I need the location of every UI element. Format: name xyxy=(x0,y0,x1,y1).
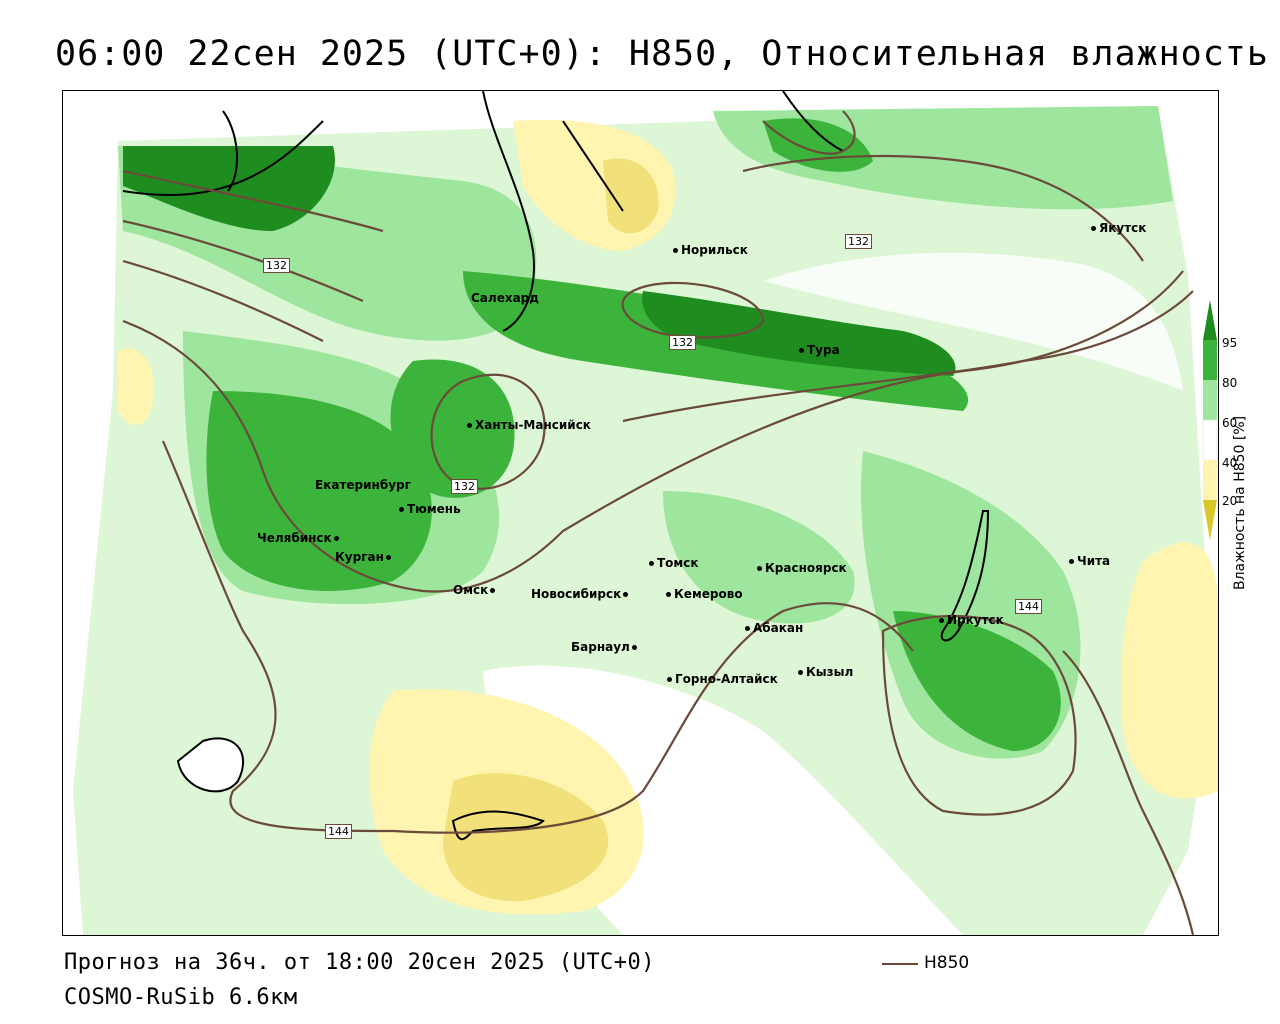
city-dot-icon xyxy=(385,555,391,560)
city-krasnoyarsk: Красноярск xyxy=(757,561,847,575)
isoline-label: 144 xyxy=(1015,599,1042,614)
isoline-legend-swatch xyxy=(882,963,918,965)
city-dot-icon xyxy=(1091,226,1096,231)
isoline-legend-label: H850 xyxy=(924,953,970,973)
city-novosibirsk: Новосибирск xyxy=(531,587,631,601)
colorbar-tick: 60 xyxy=(1222,416,1238,430)
moist-band xyxy=(206,391,432,591)
city-norilsk: Норильск xyxy=(673,243,748,257)
lake-balkhash xyxy=(451,810,545,841)
city-tomsk: Томск xyxy=(649,556,699,570)
city-khanty-mansiysk: Ханты-Мансийск xyxy=(467,418,591,432)
colorbar-tick: 40 xyxy=(1222,456,1238,470)
city-chita: Чита xyxy=(1069,554,1110,568)
isoline-label: 132 xyxy=(845,234,872,249)
city-dot-icon xyxy=(667,677,672,682)
city-yekaterinburg: Екатеринбург xyxy=(315,478,411,492)
isoline-label: 132 xyxy=(263,258,290,273)
lake-baikal xyxy=(940,510,990,642)
dry-area xyxy=(763,252,1183,391)
city-barnaul: Барнаул xyxy=(571,640,640,654)
city-dot-icon xyxy=(467,423,472,428)
moist-band xyxy=(893,611,1061,751)
isolines xyxy=(122,110,1195,935)
city-dot-icon xyxy=(631,645,637,650)
city-dot-icon xyxy=(757,566,762,571)
isoline-label: 132 xyxy=(451,479,478,494)
moist-band xyxy=(763,118,873,172)
moist-band xyxy=(642,291,956,376)
colorbar-tick: 95 xyxy=(1222,336,1238,350)
colorbar-tick: 80 xyxy=(1222,376,1238,390)
isoline-label: 132 xyxy=(669,335,696,350)
moist-band xyxy=(663,491,855,624)
yellow-zone xyxy=(118,348,154,425)
city-gorno-altaysk: Горно-Алтайск xyxy=(667,672,778,686)
colorbar-tick: 20 xyxy=(1222,494,1238,508)
city-kurgan: Курган xyxy=(335,550,394,564)
yellow-zone xyxy=(1121,542,1218,799)
coastline xyxy=(122,91,535,332)
yellow-zone xyxy=(443,773,609,902)
map-title: 06:00 22сен 2025 (UTC+0): Н850, Относите… xyxy=(55,34,1269,74)
city-chelyabinsk: Челябинск xyxy=(257,531,342,545)
city-dot-icon xyxy=(333,536,339,541)
coastline xyxy=(562,91,844,212)
city-dot-icon xyxy=(799,348,804,353)
city-irkutsk: Иркутск xyxy=(939,613,1004,627)
city-abakan: Абакан xyxy=(745,621,803,635)
city-kemerovo: Кемерово xyxy=(666,587,743,601)
city-dot-icon xyxy=(1069,559,1074,564)
city-salekhard: Салехард xyxy=(471,291,539,305)
city-tura: Тура xyxy=(799,343,840,357)
city-dot-icon xyxy=(649,561,654,566)
city-omsk: Омск xyxy=(453,583,498,597)
yellow-zone xyxy=(603,158,659,234)
city-tyumen: Тюмень xyxy=(399,502,461,516)
city-yakutsk: Якутск xyxy=(1091,221,1146,235)
forecast-info: Прогноз на 36ч. от 18:00 20сен 2025 (UTC… xyxy=(64,950,656,975)
map-canvas xyxy=(73,91,1218,935)
isoline-label: 144 xyxy=(325,824,352,839)
city-dot-icon xyxy=(673,248,678,253)
city-dot-icon xyxy=(490,588,496,593)
humidity-colorbar xyxy=(1202,300,1218,540)
model-name: COSMO-RuSib 6.6км xyxy=(64,985,298,1010)
moist-band xyxy=(390,359,515,498)
city-dot-icon xyxy=(666,592,671,597)
colorbar-title: Влажность на Н850 [%] xyxy=(1232,415,1248,590)
city-dot-icon xyxy=(745,626,750,631)
city-dot-icon xyxy=(399,507,404,512)
weather-map[interactable]: 132 132 132 132 144 144 Норильск Якутск … xyxy=(62,90,1219,936)
city-dot-icon xyxy=(798,670,803,675)
coastline xyxy=(176,737,244,793)
city-dot-icon xyxy=(623,592,629,597)
city-dot-icon xyxy=(939,618,944,623)
city-kyzyl: Кызыл xyxy=(798,665,853,679)
